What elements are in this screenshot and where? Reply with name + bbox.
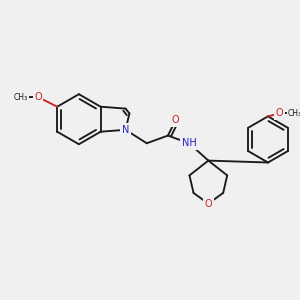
- Text: NH: NH: [182, 138, 196, 148]
- Text: CH₃: CH₃: [288, 109, 300, 118]
- Text: O: O: [172, 115, 179, 125]
- Text: O: O: [205, 199, 212, 209]
- Text: O: O: [276, 108, 283, 118]
- Text: N: N: [122, 125, 129, 135]
- Text: CH₃: CH₃: [14, 93, 28, 102]
- Text: O: O: [34, 92, 42, 102]
